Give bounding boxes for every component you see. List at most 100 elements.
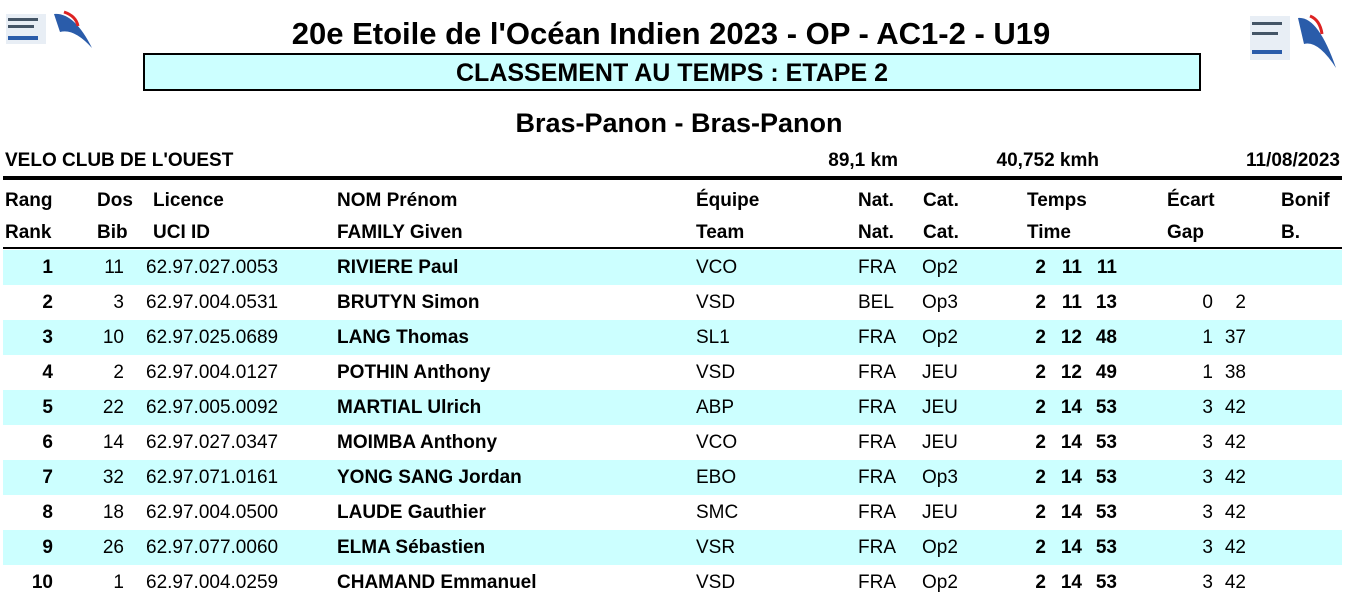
time-part: 53 xyxy=(1095,572,1117,593)
row-band xyxy=(3,530,1342,565)
licence: 62.97.004.0259 xyxy=(146,572,279,593)
time-part: 48 xyxy=(1095,327,1117,348)
logo-left xyxy=(6,10,92,48)
row-band xyxy=(3,250,1342,285)
nat: FRA xyxy=(858,257,896,278)
column-header: Rang xyxy=(5,190,53,211)
time-part: 2 xyxy=(1035,327,1046,348)
rank: 1 xyxy=(42,257,53,278)
licence: 62.97.004.0127 xyxy=(146,362,279,383)
time-part: 53 xyxy=(1095,502,1117,523)
gap-part: 42 xyxy=(1224,467,1246,488)
logo-right xyxy=(1250,14,1336,68)
time-part: 12 xyxy=(1060,327,1082,348)
time-part: 14 xyxy=(1060,502,1082,523)
bib: 18 xyxy=(102,502,124,523)
subtitle: CLASSEMENT AU TEMPS : ETAPE 2 xyxy=(143,53,1201,91)
time-part: 53 xyxy=(1095,537,1117,558)
time-part: 11 xyxy=(1096,257,1117,278)
time-part: 14 xyxy=(1060,432,1082,453)
team: EBO xyxy=(696,467,737,488)
gap-part: 38 xyxy=(1224,362,1246,383)
time-part: 49 xyxy=(1095,362,1117,383)
bib: 26 xyxy=(102,537,124,558)
team: SL1 xyxy=(696,327,730,348)
cat: Op2 xyxy=(922,327,958,348)
team: VSR xyxy=(696,537,736,558)
gap-part: 3 xyxy=(1202,537,1213,558)
cat: JEU xyxy=(922,362,958,383)
column-header: Bib xyxy=(97,222,128,243)
time-part: 11 xyxy=(1061,292,1082,313)
licence: 62.97.004.0500 xyxy=(146,502,279,523)
gap-part: 1 xyxy=(1202,327,1213,348)
time-part: 2 xyxy=(1035,292,1046,313)
column-header: Bonif xyxy=(1281,190,1330,211)
team: VSD xyxy=(696,292,736,313)
name: ELMA Sébastien xyxy=(337,537,486,558)
nat: FRA xyxy=(858,537,896,558)
gap-part: 0 xyxy=(1202,292,1213,313)
column-header: Équipe xyxy=(696,190,760,211)
gap-part: 3 xyxy=(1202,467,1213,488)
date: 11/08/2023 xyxy=(1245,150,1340,171)
gap-part: 42 xyxy=(1224,502,1246,523)
column-header: Licence xyxy=(153,190,224,211)
column-header: NOM Prénom xyxy=(337,190,458,211)
time-part: 11 xyxy=(1061,257,1082,278)
column-header: Team xyxy=(696,222,745,243)
bib: 32 xyxy=(102,467,124,488)
rank: 9 xyxy=(42,537,53,558)
row-band xyxy=(3,390,1342,425)
cat: JEU xyxy=(922,432,958,453)
time-part: 53 xyxy=(1095,397,1117,418)
column-header: Cat. xyxy=(923,190,959,211)
licence: 62.97.005.0092 xyxy=(146,397,279,418)
time-part: 14 xyxy=(1060,467,1082,488)
bib: 14 xyxy=(102,432,124,453)
licence: 62.97.077.0060 xyxy=(146,537,279,558)
time-part: 13 xyxy=(1095,292,1117,313)
time-part: 12 xyxy=(1060,362,1082,383)
name: BRUTYN Simon xyxy=(337,292,480,313)
time-part: 53 xyxy=(1095,467,1117,488)
time-part: 2 xyxy=(1035,467,1046,488)
distance: 89,1 km xyxy=(828,150,898,171)
rank: 2 xyxy=(42,292,53,313)
team: VSD xyxy=(696,572,736,593)
bib: 11 xyxy=(104,257,124,278)
nat: FRA xyxy=(858,397,896,418)
rank: 4 xyxy=(42,362,53,383)
column-header: FAMILY Given xyxy=(337,222,463,243)
cat: Op3 xyxy=(922,292,958,313)
cat: JEU xyxy=(922,502,958,523)
gap-part: 42 xyxy=(1224,432,1246,453)
name: MARTIAL Ulrich xyxy=(337,397,482,418)
bib: 10 xyxy=(102,327,124,348)
row-band xyxy=(3,460,1342,495)
cat: Op2 xyxy=(922,257,958,278)
row-band xyxy=(3,320,1342,355)
rank: 7 xyxy=(42,467,53,488)
column-header: Temps xyxy=(1027,190,1087,211)
time-part: 14 xyxy=(1060,397,1082,418)
name: MOIMBA Anthony xyxy=(337,432,498,453)
gap-part: 1 xyxy=(1202,362,1213,383)
cat: Op2 xyxy=(922,537,958,558)
column-header: Cat. xyxy=(923,222,959,243)
speed: 40,752 kmh xyxy=(996,150,1099,171)
licence: 62.97.027.0347 xyxy=(146,432,279,453)
nat: FRA xyxy=(858,362,896,383)
team: VCO xyxy=(696,257,738,278)
rank: 6 xyxy=(42,432,53,453)
gap-part: 3 xyxy=(1202,502,1213,523)
gap-part: 42 xyxy=(1224,537,1246,558)
name: RIVIERE Paul xyxy=(337,257,459,278)
bib: 22 xyxy=(102,397,124,418)
gap-part: 3 xyxy=(1202,432,1213,453)
licence: 62.97.004.0531 xyxy=(146,292,279,313)
bib: 3 xyxy=(113,292,124,313)
gap-part: 3 xyxy=(1202,572,1213,593)
nat: BEL xyxy=(858,292,894,313)
